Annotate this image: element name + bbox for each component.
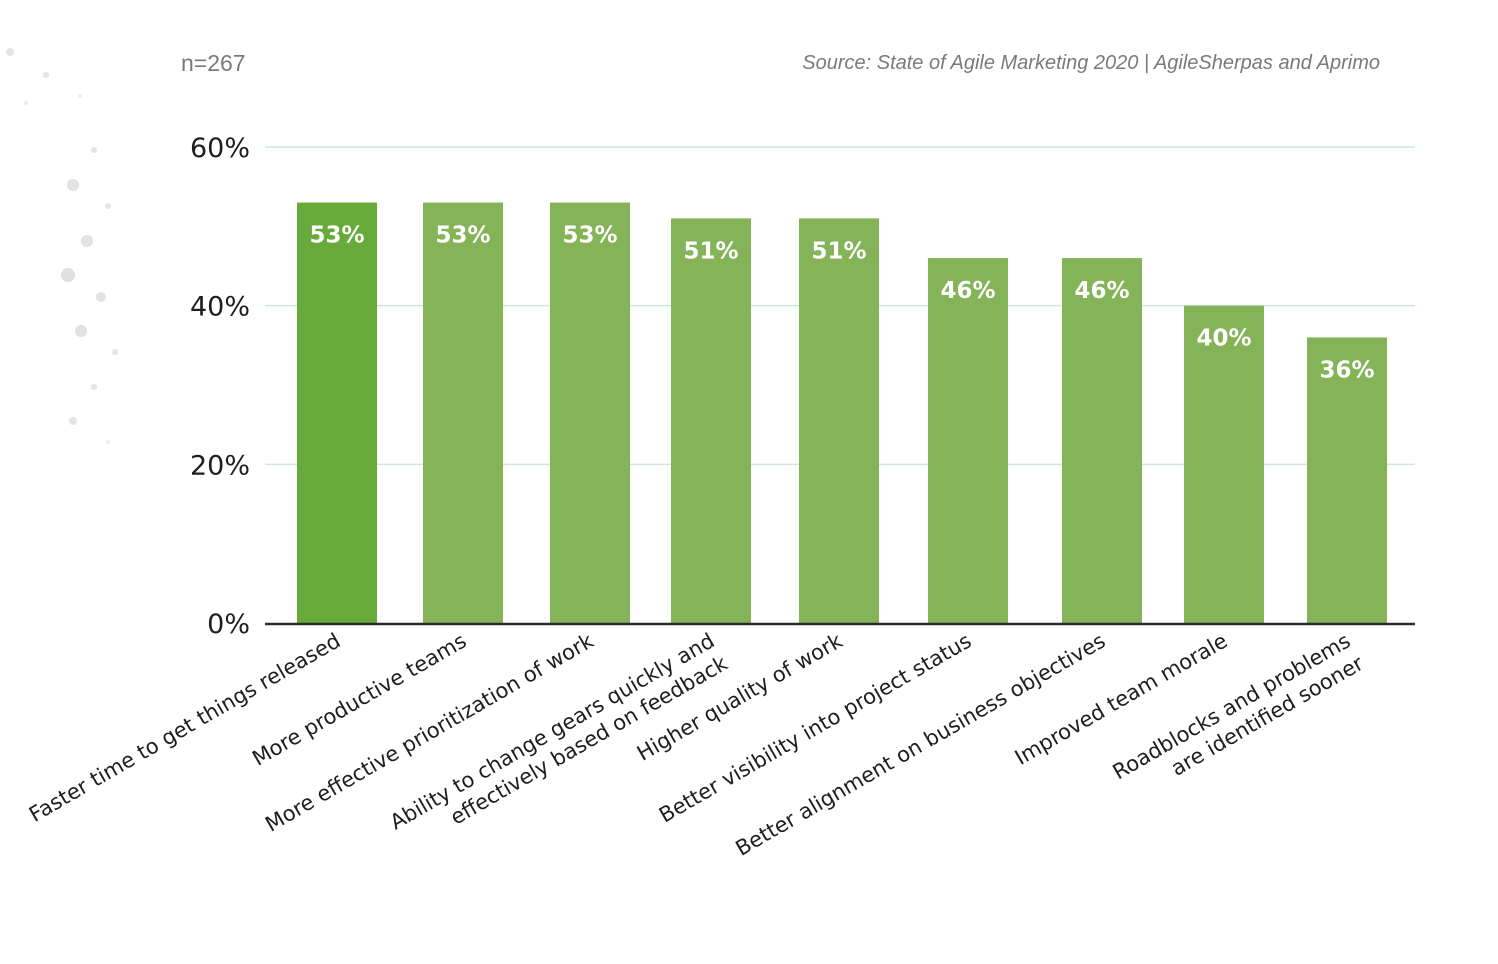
decor-dot [75,325,87,337]
decor-dot [67,179,79,191]
y-tick-label: 20% [190,450,250,481]
decorative-dots [6,48,118,444]
bar [1307,337,1387,623]
decor-dot [106,440,110,444]
decor-dot [43,72,49,78]
decor-dot [81,235,93,247]
bar [799,218,879,623]
decor-dot [6,48,14,56]
decor-dot [61,268,75,282]
y-tick-label: 60% [190,133,250,164]
y-tick-label: 0% [207,609,250,640]
decor-dot [105,203,111,209]
bar-value-labels: 53% 53% 53% 51% 51% 46% 46% 40% 36% [309,223,1374,384]
bar-value-label: 46% [1074,278,1129,304]
bar-value-label: 36% [1319,357,1374,383]
sample-size-label: n=267 [181,50,246,76]
decor-dot [69,417,77,425]
bar [1062,258,1142,623]
decor-dot [78,94,82,98]
y-tick-label: 40% [190,292,250,323]
decor-dot [91,147,97,153]
bar [671,218,751,623]
y-axis-ticks: 0% 20% 40% 60% [190,133,250,640]
bar-value-label: 51% [683,238,738,264]
category-label: More productive teams [248,629,470,771]
bar-value-label: 53% [309,223,364,249]
decor-dot [112,349,118,355]
source-note: Source: State of Agile Marketing 2020 | … [802,52,1380,74]
category-label-line: More productive teams [248,629,470,771]
bar [423,202,503,624]
bar-value-label: 53% [435,223,490,249]
bar-value-label: 40% [1196,326,1251,352]
bar-value-label: 51% [811,238,866,264]
bar [928,258,1008,623]
bar [1184,305,1264,623]
decor-dot [24,101,28,105]
decor-dot [91,384,97,390]
decor-dot [96,292,106,302]
category-label-line: Roadblocks and problems [1109,629,1355,785]
bar [297,202,377,624]
bar-value-label: 53% [562,223,617,249]
bars [297,202,1387,624]
bar-value-label: 46% [940,278,995,304]
bar [550,202,630,624]
